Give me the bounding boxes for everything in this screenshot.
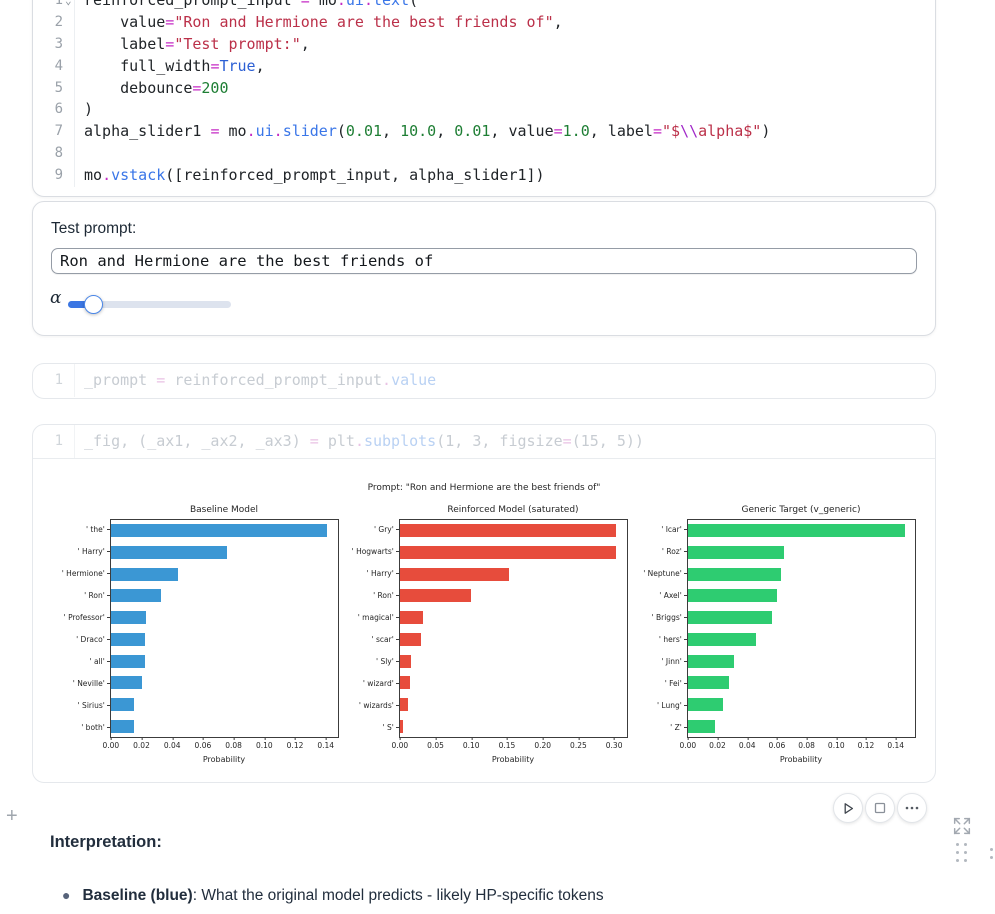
plot-area: 0.00 0.05 0.10 0.15 0.20 0.25 0.30 — [391, 519, 628, 750]
bar — [110, 589, 162, 603]
x-axis-ticks: 0.00 0.02 0.04 0.06 0.08 0.10 0.12 0.14 — [102, 737, 335, 750]
bar — [110, 676, 142, 690]
y-axis-labels: ' the' ' Harry' ' Hermione' ' Ron' ' Profess… — [53, 519, 110, 738]
run-cell-button[interactable] — [833, 793, 863, 823]
more-actions-button[interactable] — [897, 793, 927, 823]
x-axis-label: Probability — [779, 755, 823, 764]
plot-area: 0.00 0.02 0.04 0.06 0.08 0.10 0.12 0.14 — [679, 519, 916, 750]
bar — [110, 524, 328, 538]
bullet-icon: ● — [62, 887, 71, 903]
stop-icon — [874, 802, 886, 814]
bar — [399, 567, 510, 581]
baseline-chart: Baseline Model ' the' ' Harry' ' Hermione'… — [53, 505, 339, 764]
ellipsis-icon — [905, 806, 919, 810]
code-lines[interactable]: 1 ⌄ reinforced_prompt_input = mo.ui.text(2… — [33, 0, 935, 188]
chart-title: Generic Target (v_generic) — [741, 505, 861, 515]
bar — [687, 676, 730, 690]
bullet-text: Baseline (blue): What the original model… — [82, 887, 604, 904]
code-cell-editor-2[interactable]: 1 _prompt = reinforced_prompt_input.value — [32, 363, 936, 399]
reinforced-chart: Reinforced Model (saturated) ' Gry' ' Hog… — [342, 505, 628, 764]
edge-drag-handle-icon[interactable] — [990, 848, 993, 859]
bar — [399, 697, 408, 711]
bar — [687, 719, 715, 733]
interpretation-bullet: ● Baseline (blue): What the original mod… — [62, 887, 604, 905]
bar — [110, 611, 147, 625]
generic-target-chart: Generic Target (v_generic) ' Icar' ' Roz'… — [630, 505, 916, 764]
matplotlib-figure: Prompt: "Ron and Hermione are the best f… — [33, 459, 935, 782]
bar — [110, 546, 228, 560]
x-axis-label: Probability — [202, 755, 246, 764]
bar — [110, 654, 145, 668]
test-prompt-input[interactable] — [51, 248, 917, 274]
bar — [687, 546, 785, 560]
code-lines[interactable]: 1 _fig, (_ax1, _ax2, _ax3) = plt.subplots… — [33, 425, 935, 458]
play-icon — [844, 802, 853, 814]
bar — [110, 567, 179, 581]
code-cell-editor-1[interactable]: 1 ⌄ reinforced_prompt_input = mo.ui.text(2… — [32, 0, 936, 197]
figure-suptitle: Prompt: "Ron and Hermione are the best f… — [367, 483, 601, 493]
alpha-slider[interactable] — [68, 301, 231, 308]
chart-title: Baseline Model — [189, 505, 259, 515]
drag-handle-icon[interactable] — [956, 843, 967, 862]
cell-run-controls — [833, 793, 927, 823]
bar — [399, 654, 412, 668]
bar — [110, 719, 134, 733]
bar — [687, 654, 734, 668]
fold-chevron-icon[interactable]: ⌄ — [65, 0, 72, 7]
cell-1-output: Test prompt: α — [32, 201, 936, 336]
bar — [110, 697, 134, 711]
expand-icon[interactable] — [951, 815, 973, 842]
bar — [399, 546, 617, 560]
interpretation-heading: Interpretation: — [50, 833, 162, 851]
code-lines[interactable]: 1 _prompt = reinforced_prompt_input.value — [33, 364, 935, 397]
slider-fill — [68, 301, 90, 308]
bar — [399, 632, 421, 646]
bar — [687, 589, 777, 603]
y-axis-labels: ' Icar' ' Roz' ' Neptune' ' Axel' ' Briggs' '… — [630, 519, 687, 738]
plot-area: 0.00 0.02 0.04 0.06 0.08 0.10 0.12 0.14 — [102, 519, 339, 750]
bar — [399, 589, 472, 603]
bar — [687, 611, 773, 625]
code-cell-3: 1 _fig, (_ax1, _ax2, _ax3) = plt.subplots… — [32, 424, 936, 783]
alpha-slider-label: α — [50, 288, 62, 308]
bar — [399, 611, 423, 625]
bar — [687, 524, 905, 538]
add-cell-icon[interactable]: + — [6, 805, 18, 827]
chart-title: Reinforced Model (saturated) — [447, 505, 579, 515]
slider-thumb[interactable] — [84, 295, 103, 314]
bar — [399, 719, 404, 733]
stop-cell-button[interactable] — [865, 793, 895, 823]
y-axis-labels: ' Gry' ' Hogwarts' ' Harry' ' Ron' ' magical… — [342, 519, 399, 738]
bar — [687, 697, 724, 711]
code-cell-editor-3[interactable]: 1 _fig, (_ax1, _ax2, _ax3) = plt.subplots… — [33, 425, 935, 459]
bar — [687, 567, 782, 581]
bar — [399, 676, 410, 690]
bar — [110, 632, 145, 646]
x-axis-ticks: 0.00 0.02 0.04 0.06 0.08 0.10 0.12 0.14 — [679, 737, 905, 750]
bar — [399, 524, 617, 538]
bar — [687, 632, 757, 646]
text-input-label: Test prompt: — [51, 220, 137, 237]
x-axis-ticks: 0.00 0.05 0.10 0.15 0.20 0.25 0.30 — [391, 737, 623, 750]
x-axis-label: Probability — [491, 755, 535, 764]
